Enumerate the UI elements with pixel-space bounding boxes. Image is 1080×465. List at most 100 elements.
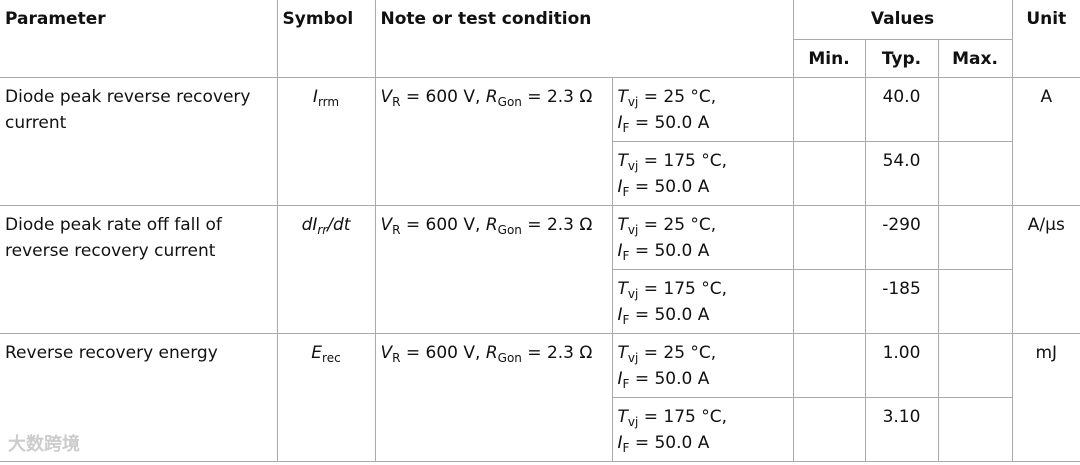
table-row: Diode peak reverse recovery current Irrm V… (0, 77, 1080, 206)
max-cell (937, 269, 1013, 334)
max-cell (937, 205, 1013, 270)
text-run: = 600 V, (400, 87, 486, 107)
table-body: Diode peak reverse recovery current Irrm V… (0, 77, 1080, 462)
condition-line: Tvj = 25 °C, (618, 212, 788, 238)
note-cell: VR = 600 V, RGon = 2.3 Ω (374, 333, 613, 462)
table-row: Reverse recovery energy Erec VR = 600 V, R… (0, 333, 1080, 462)
condition-cell: Tvj = 25 °C, IF = 50.0 A (611, 333, 794, 398)
condition-line: Tvj = 175 °C, (618, 148, 788, 174)
text-run: E (311, 343, 323, 363)
text-run: R (392, 223, 401, 237)
text-run: vj (627, 159, 639, 173)
typ-cell: -185 (864, 269, 939, 334)
symbol-cell: dIrr/dt (276, 205, 376, 334)
text-run: = 600 V, (400, 343, 486, 363)
typ-cell: 54.0 (864, 141, 939, 206)
condition-line: IF = 50.0 A (618, 430, 788, 456)
text-run: V (380, 87, 393, 107)
min-cell (792, 205, 866, 270)
parameter-cell: Reverse recovery energy (0, 333, 278, 462)
header-cell: Max. (937, 39, 1013, 78)
condition-cell: Tvj = 25 °C, IF = 50.0 A (611, 77, 794, 142)
text-run: = 50.0 A (629, 113, 710, 133)
text-run: = 175 °C, (638, 151, 728, 171)
text-run: = 600 V, (400, 215, 486, 235)
text-run: I (617, 177, 623, 197)
condition-line: IF = 50.0 A (618, 238, 788, 264)
text-run: R (392, 95, 401, 109)
parameter-cell: Diode peak rate off fall of reverse reco… (0, 205, 278, 334)
text-run: = 25 °C, (638, 343, 717, 363)
text-run: vj (627, 223, 639, 237)
text-run: = 175 °C, (638, 407, 728, 427)
header-cell: Values (792, 0, 1013, 40)
condition-line: IF = 50.0 A (618, 366, 788, 392)
min-cell (792, 77, 866, 142)
text-run: V (380, 215, 393, 235)
text-run: = 175 °C, (638, 279, 728, 299)
table-row: Tvj = 175 °C, IF = 50.0 A 54.0 (0, 141, 1080, 206)
text-run: vj (627, 287, 639, 301)
text-run: dI (301, 215, 318, 235)
table-row: Tvj = 175 °C, IF = 50.0 A -185 (0, 269, 1080, 334)
text-run: F (622, 249, 630, 263)
table-row: Tvj = 175 °C, IF = 50.0 A 3.10 (0, 397, 1080, 462)
max-cell (937, 397, 1013, 462)
text-run: = 50.0 A (629, 369, 710, 389)
typ-cell: 1.00 (864, 333, 939, 398)
unit-cell: mJ (1011, 333, 1080, 462)
header-cell: Parameter (0, 0, 278, 78)
text-run: I (617, 305, 623, 325)
text-run: /dt (327, 215, 351, 235)
text-run: I (617, 241, 623, 261)
min-cell (792, 397, 866, 462)
max-cell (937, 141, 1013, 206)
text-run: T (617, 151, 628, 171)
text-run: Gon (497, 223, 522, 237)
unit-cell: A (1011, 77, 1080, 206)
text-run: R (392, 351, 401, 365)
header-cell: Min. (793, 39, 866, 78)
text-run: = 25 °C, (638, 87, 717, 107)
text-run: T (617, 87, 628, 107)
header-cell: Note or test condition (374, 0, 794, 78)
max-cell (937, 333, 1013, 398)
condition-cell: Tvj = 175 °C, IF = 50.0 A (612, 397, 794, 462)
text-run: F (622, 185, 630, 199)
text-run: = 50.0 A (629, 241, 710, 261)
text-run: vj (627, 95, 639, 109)
condition-line: IF = 50.0 A (618, 174, 788, 200)
text-run: Gon (497, 95, 522, 109)
typ-cell: 40.0 (864, 77, 939, 142)
text-run: = 2.3 Ω (521, 343, 593, 363)
text-run: T (617, 279, 628, 299)
symbol-cell: Erec (276, 333, 376, 462)
text-run: I (617, 369, 623, 389)
header-cell: Typ. (864, 39, 939, 78)
table-row: Diode peak rate off fall of reverse reco… (0, 205, 1080, 334)
text-run: T (617, 343, 628, 363)
condition-line: IF = 50.0 A (618, 302, 788, 328)
text-run: F (622, 377, 630, 391)
note-cell: VR = 600 V, RGon = 2.3 Ω (374, 205, 613, 334)
text-run: F (622, 313, 630, 327)
typ-cell: -290 (864, 205, 939, 270)
text-run: I (617, 433, 623, 453)
typ-cell: 3.10 (864, 397, 939, 462)
text-run: V (380, 343, 393, 363)
text-run: rec (322, 351, 341, 365)
text-run: Gon (497, 351, 522, 365)
text-run: F (622, 441, 630, 455)
text-run: R (485, 215, 498, 235)
condition-line: Tvj = 25 °C, (618, 340, 788, 366)
condition-line: Tvj = 175 °C, (618, 276, 788, 302)
text-run: = 2.3 Ω (521, 87, 593, 107)
text-run: = 2.3 Ω (521, 215, 593, 235)
text-run: R (485, 87, 498, 107)
text-run: = 50.0 A (629, 177, 710, 197)
text-run: rr (317, 223, 328, 237)
note-cell: VR = 600 V, RGon = 2.3 Ω (374, 77, 613, 206)
text-run: I (312, 87, 318, 107)
text-run: = 50.0 A (629, 433, 710, 453)
